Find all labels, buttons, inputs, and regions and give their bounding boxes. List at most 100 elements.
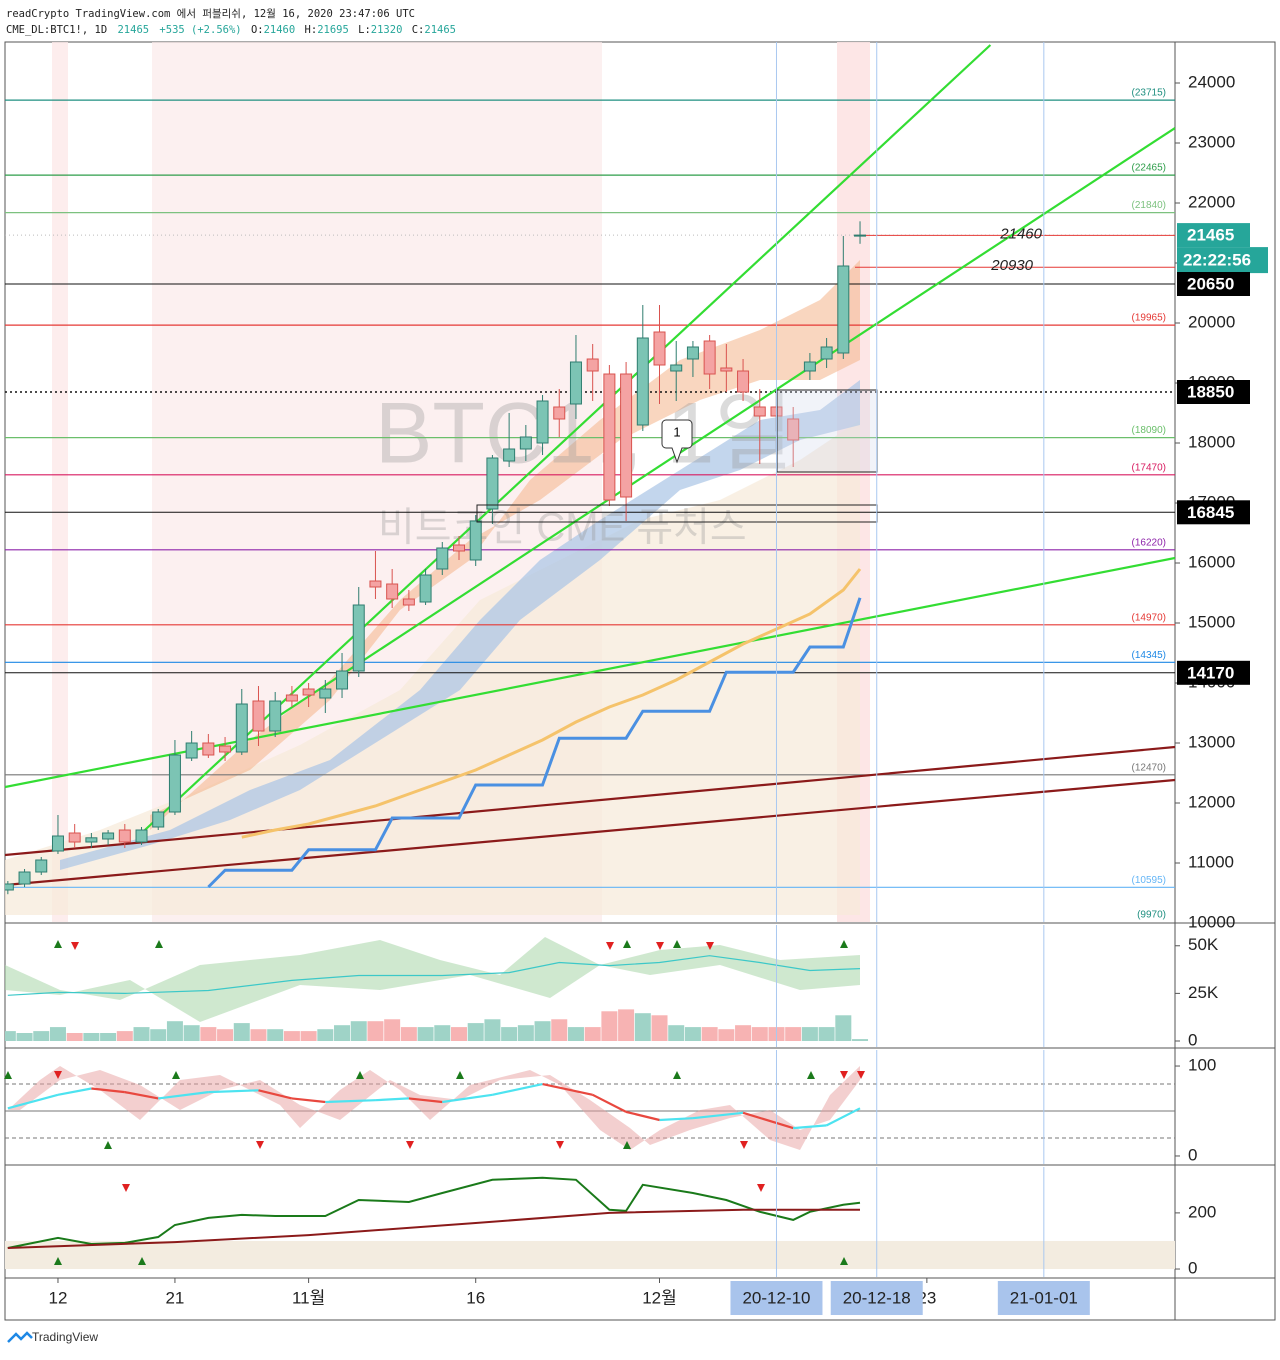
candle-body bbox=[168, 754, 181, 813]
candle-body bbox=[285, 694, 298, 702]
high: 21695 bbox=[317, 24, 349, 36]
volume-bar bbox=[317, 1029, 334, 1041]
volume-bar bbox=[384, 1019, 401, 1041]
y-tick-label: 11000 bbox=[1188, 852, 1234, 871]
candle-body bbox=[35, 859, 48, 873]
y-tick-label: 22000 bbox=[1188, 192, 1235, 211]
oscillator-segment bbox=[692, 1111, 744, 1120]
level-label: (9970) bbox=[1137, 910, 1166, 921]
candle-body bbox=[820, 346, 833, 360]
candle-body bbox=[636, 337, 649, 426]
buy-signal bbox=[155, 940, 163, 948]
oscillator-panel bbox=[5, 1066, 1175, 1150]
volume-bar bbox=[735, 1025, 752, 1041]
sell-signal bbox=[556, 1141, 564, 1149]
candle-body bbox=[202, 742, 215, 756]
sell-signal bbox=[740, 1141, 748, 1149]
volume-bar bbox=[66, 1033, 83, 1041]
watermark-symbol: BTC1!, 1일 bbox=[375, 386, 793, 482]
candle-body bbox=[737, 370, 750, 393]
volume-bar bbox=[634, 1013, 651, 1041]
oscillator-segment bbox=[592, 1093, 627, 1113]
watermark-description: 비트코인 CME 퓨처스 bbox=[378, 506, 747, 550]
countdown-box bbox=[1177, 247, 1268, 274]
sell-signal bbox=[706, 942, 714, 950]
price-label-box bbox=[1177, 660, 1250, 685]
oscillator-segment bbox=[659, 1117, 693, 1122]
level-label: (17470) bbox=[1132, 462, 1166, 473]
buy-signal bbox=[54, 1257, 62, 1265]
level-label: (22465) bbox=[1132, 163, 1166, 174]
x-tick-highlight bbox=[830, 1281, 923, 1315]
y-tick-label: 23000 bbox=[1188, 132, 1235, 151]
level-label: (16220) bbox=[1132, 537, 1166, 548]
order-label: 21460 bbox=[999, 225, 1042, 242]
oscillator-segment bbox=[325, 1099, 376, 1104]
volume-bar bbox=[501, 1027, 518, 1041]
volume-bar bbox=[83, 1033, 100, 1041]
y-tick-label: 10000 bbox=[1188, 912, 1235, 931]
sell-signal bbox=[656, 942, 664, 950]
volume-bar bbox=[517, 1025, 534, 1041]
buy-signal bbox=[4, 1071, 12, 1079]
footer-brand[interactable]: TradingView bbox=[32, 1330, 98, 1344]
volume-bar bbox=[852, 1039, 869, 1041]
candle-body bbox=[703, 340, 716, 375]
y-tick-label: 18000 bbox=[1188, 432, 1235, 451]
oscillator-segment bbox=[742, 1111, 794, 1130]
close: 21465 bbox=[424, 24, 456, 36]
buy-signal bbox=[807, 1071, 815, 1079]
candle-body bbox=[536, 400, 549, 444]
candle-body bbox=[503, 448, 516, 462]
price-label: 14170 bbox=[1187, 663, 1234, 682]
low: 21320 bbox=[371, 24, 403, 36]
volume-panel bbox=[5, 937, 869, 1041]
x-tick-label: 21 bbox=[165, 1288, 184, 1307]
y-tick-label: 0 bbox=[1188, 1145, 1197, 1164]
y-tick-label: 24000 bbox=[1188, 72, 1235, 91]
candle-body bbox=[486, 457, 499, 510]
volume-bar bbox=[534, 1021, 551, 1041]
candle-body bbox=[686, 346, 699, 360]
volume-bar bbox=[283, 1031, 300, 1041]
volume-bar bbox=[434, 1025, 451, 1041]
callout-text: 1 bbox=[673, 424, 680, 439]
price-label-box bbox=[1177, 223, 1250, 248]
candle-body bbox=[670, 364, 683, 372]
buy-signal bbox=[840, 940, 848, 948]
buy-signal bbox=[840, 1257, 848, 1265]
candle-body bbox=[135, 829, 148, 843]
candle-body bbox=[152, 811, 165, 828]
buy-signal bbox=[623, 940, 631, 948]
volume-bar bbox=[5, 1031, 16, 1041]
oscillator-segment bbox=[408, 1097, 443, 1104]
price-label: 21465 bbox=[1187, 226, 1234, 245]
x-tick-highlight bbox=[997, 1281, 1090, 1315]
publish-line: readCrypto TradingView.com 에서 퍼블리쉬, 12월 … bbox=[6, 8, 415, 20]
buy-signal bbox=[104, 1141, 112, 1149]
l-label: L: bbox=[358, 24, 371, 36]
candle-body bbox=[419, 574, 432, 603]
oscillator-segment bbox=[793, 1124, 827, 1130]
logo bbox=[7, 1331, 33, 1343]
ma-ribbon bbox=[150, 260, 860, 830]
oscillator-segment bbox=[208, 1089, 259, 1094]
sell-signal bbox=[54, 1071, 62, 1079]
volume-cloud bbox=[5, 937, 860, 1022]
x-tick-highlight bbox=[730, 1281, 823, 1315]
volume-bar bbox=[684, 1027, 701, 1041]
last-price: 21465 bbox=[117, 24, 149, 36]
x-tick-label: 12 bbox=[49, 1288, 68, 1307]
x-tick-label: 21-01-01 bbox=[1010, 1288, 1078, 1307]
level-label: (21840) bbox=[1132, 200, 1166, 211]
volume-bar bbox=[785, 1027, 802, 1041]
order-label: 20930 bbox=[990, 257, 1033, 274]
candle-body bbox=[854, 234, 867, 237]
o-label: O: bbox=[251, 24, 264, 36]
oscillator-segment bbox=[826, 1107, 861, 1127]
oscillator-segment bbox=[542, 1082, 593, 1096]
candle-body bbox=[469, 520, 482, 561]
volume-bar bbox=[350, 1021, 367, 1041]
candle-body bbox=[569, 361, 582, 405]
sell-signal bbox=[857, 1071, 865, 1079]
